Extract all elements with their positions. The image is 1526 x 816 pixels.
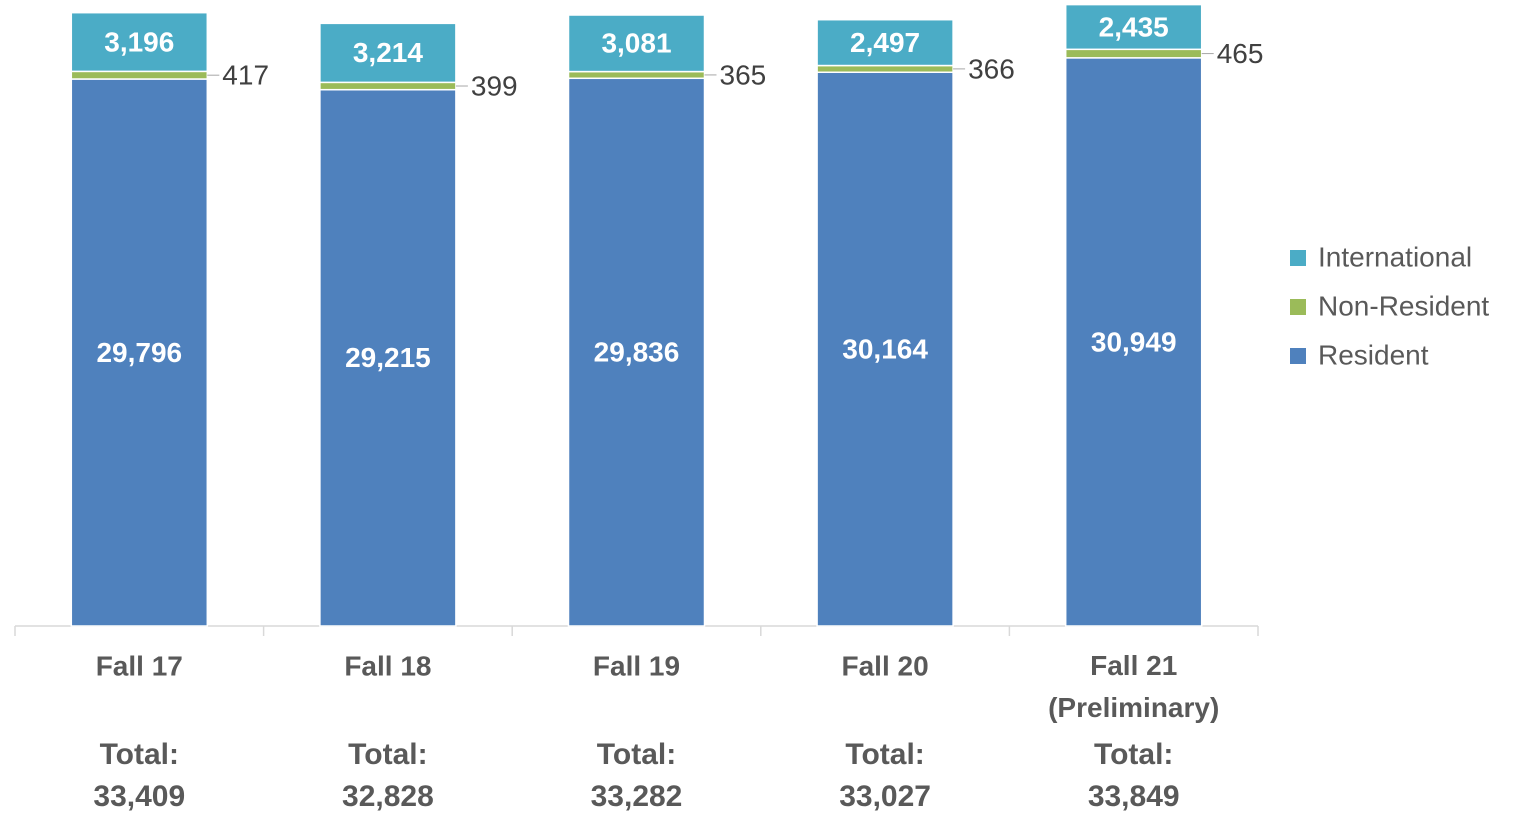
data-label: 417 (222, 60, 269, 91)
data-label: 3,196 (104, 26, 174, 57)
data-label: 399 (471, 70, 518, 101)
data-label: 365 (720, 59, 767, 90)
bar-segment (319, 81, 457, 91)
legend-label: Non-Resident (1318, 290, 1489, 321)
total-prefix: Total: (597, 738, 676, 771)
data-label: 2,435 (1099, 11, 1169, 42)
data-label: 29,215 (345, 342, 431, 373)
x-tick-label: Fall 21 (Preliminary) (1048, 650, 1219, 723)
total-prefix: Total: (845, 738, 924, 771)
data-label: 30,164 (842, 334, 928, 365)
bar-segment (70, 78, 209, 627)
data-label: 29,836 (594, 337, 680, 368)
bar-segment (70, 11, 209, 73)
data-label: 30,949 (1091, 326, 1177, 357)
bar-segment (319, 22, 457, 84)
legend-label: International (1318, 241, 1472, 272)
data-label: 29,796 (96, 337, 182, 368)
bar-segment (816, 18, 954, 67)
bar-segment (1064, 3, 1203, 51)
data-label: 465 (1217, 38, 1264, 69)
bar-segment (1064, 57, 1203, 627)
x-tick-label: Fall 17 (96, 650, 183, 681)
bar-segment (567, 14, 706, 73)
bar-segment (319, 88, 457, 627)
x-tick-label: Fall 19 (593, 650, 680, 681)
legend-swatch (1290, 250, 1306, 266)
total-label: 33,282 (591, 780, 683, 813)
total-prefix: Total: (100, 738, 179, 771)
total-prefix: Total: (348, 738, 427, 771)
total-label: 32,828 (342, 780, 434, 813)
legend-label: Resident (1318, 339, 1429, 370)
total-label: 33,027 (839, 780, 931, 813)
data-label: 3,081 (601, 28, 671, 59)
bar-segment (816, 71, 954, 627)
total-label: 33,849 (1088, 780, 1180, 813)
bar-segment (1064, 48, 1203, 59)
total-label: 33,409 (93, 780, 185, 813)
data-label: 366 (968, 53, 1015, 84)
legend-swatch (1290, 299, 1306, 315)
total-prefix: Total: (1094, 738, 1173, 771)
bar-segment (816, 64, 954, 74)
x-tick-label: Fall 18 (344, 650, 431, 681)
x-tick-label: Fall 20 (842, 650, 929, 681)
data-label: 3,214 (353, 37, 423, 68)
bar-segment (567, 70, 706, 80)
legend-swatch (1290, 348, 1306, 364)
bar-segment (567, 77, 706, 627)
data-label: 2,497 (850, 27, 920, 58)
bar-segment (70, 70, 209, 80)
